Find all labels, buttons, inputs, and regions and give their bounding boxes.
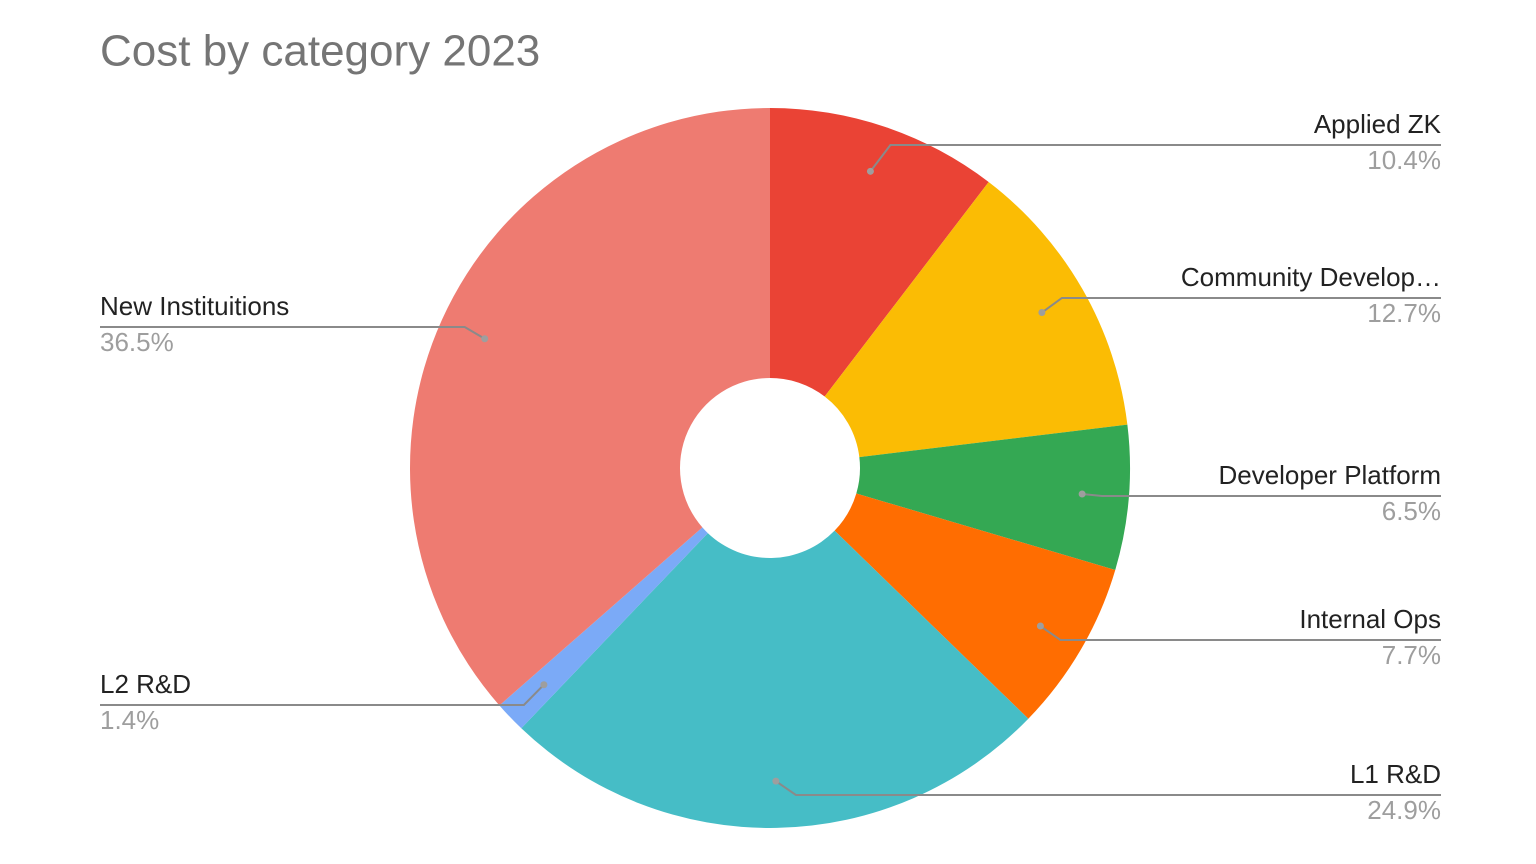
value-label: 1.4% <box>100 705 159 735</box>
slice-label: L2 R&D <box>100 669 191 699</box>
leader-line <box>100 326 486 340</box>
leader-dot <box>1036 622 1044 630</box>
leader-line <box>775 780 1441 796</box>
leader-line <box>1041 297 1441 314</box>
leader-dot <box>1078 490 1086 498</box>
slice <box>499 527 708 729</box>
value-label: 10.4% <box>1367 145 1441 175</box>
slice-label: Internal Ops <box>1299 604 1441 634</box>
slice-label: New Instituitions <box>100 291 289 321</box>
slice <box>856 424 1131 570</box>
leader-line <box>869 144 1441 172</box>
leader-dot <box>772 777 780 785</box>
slice-label: Applied ZK <box>1314 109 1442 139</box>
value-label: 24.9% <box>1367 795 1441 825</box>
leader-line <box>100 684 545 706</box>
leader-dot <box>540 681 548 689</box>
slice <box>410 108 770 706</box>
leader-dot <box>1038 309 1046 317</box>
value-label: 12.7% <box>1367 298 1441 328</box>
chart-title: Cost by category 2023 <box>100 27 540 76</box>
slice-label: Developer Platform <box>1218 460 1441 490</box>
leader-dot <box>866 167 874 175</box>
slice-label: Community Develop… <box>1181 262 1441 292</box>
leader-line <box>1082 493 1441 497</box>
value-label: 7.7% <box>1382 640 1441 670</box>
value-label: 36.5% <box>100 327 174 357</box>
leader-line <box>1039 625 1441 641</box>
slice <box>770 108 989 397</box>
slice-label: L1 R&D <box>1350 759 1441 789</box>
leader-dot <box>481 335 489 343</box>
slice <box>824 182 1128 458</box>
slice <box>521 530 1029 829</box>
value-label: 6.5% <box>1382 496 1441 526</box>
slice <box>834 493 1116 719</box>
